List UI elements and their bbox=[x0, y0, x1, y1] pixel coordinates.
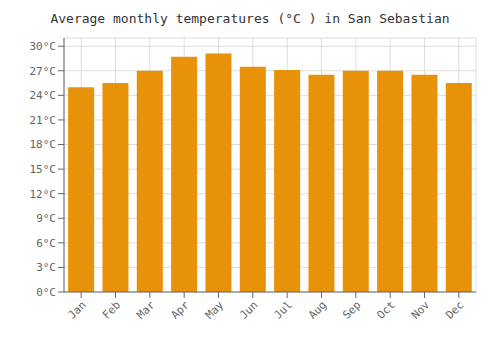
svg-text:Apr: Apr bbox=[169, 298, 193, 322]
svg-text:18°C: 18°C bbox=[30, 138, 57, 151]
svg-text:21°C: 21°C bbox=[30, 114, 57, 127]
svg-text:Jun: Jun bbox=[237, 298, 260, 321]
svg-text:24°C: 24°C bbox=[30, 89, 57, 102]
svg-text:6°C: 6°C bbox=[36, 237, 56, 250]
svg-text:Nov: Nov bbox=[409, 298, 433, 322]
svg-text:9°C: 9°C bbox=[36, 212, 56, 225]
svg-text:Jan: Jan bbox=[66, 298, 89, 321]
svg-text:15°C: 15°C bbox=[30, 163, 57, 176]
svg-text:Oct: Oct bbox=[375, 298, 398, 321]
svg-text:Aug: Aug bbox=[306, 298, 329, 321]
svg-text:30°C: 30°C bbox=[30, 40, 57, 53]
html-text:Average monthly temperatures (: Average monthly temperatures (°C ) in Sa… bbox=[50, 11, 450, 26]
svg-text:Jul: Jul bbox=[272, 298, 295, 321]
svg-text:Dec: Dec bbox=[443, 298, 466, 321]
svg-text:3°C: 3°C bbox=[36, 261, 56, 274]
svg-text:Mar: Mar bbox=[134, 298, 158, 322]
svg-text:Feb: Feb bbox=[100, 298, 123, 321]
svg-text:Sep: Sep bbox=[340, 298, 363, 321]
svg-text:27°C: 27°C bbox=[30, 65, 57, 78]
svg-text:0°C: 0°C bbox=[36, 286, 56, 299]
svg-text:May: May bbox=[203, 298, 227, 322]
svg-text:12°C: 12°C bbox=[30, 188, 57, 201]
